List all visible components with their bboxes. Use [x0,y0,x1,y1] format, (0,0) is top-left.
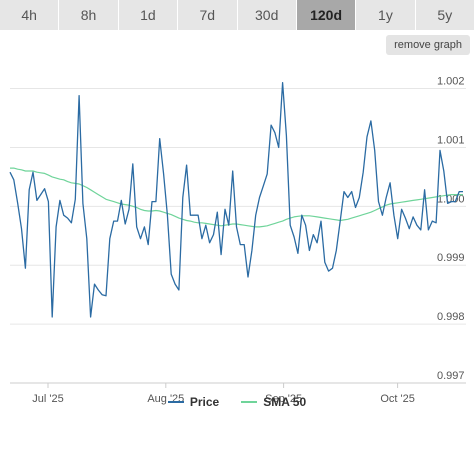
legend-label-sma: SMA 50 [263,395,307,409]
tab-1d[interactable]: 1d [118,0,178,30]
tab-4h[interactable]: 4h [0,0,59,30]
y-tick-label: 0.997 [437,370,465,382]
tab-5y[interactable]: 5y [415,0,474,30]
legend-item-price[interactable]: Price [167,395,220,409]
remove-graph-button[interactable]: remove graph [386,35,470,55]
x-tick-label: Oct '25 [380,393,415,405]
legend-label-price: Price [189,395,220,409]
y-tick-label: 1.002 [437,76,465,88]
legend-swatch-price [167,401,184,403]
tab-120d[interactable]: 120d [296,0,356,30]
tab-30d[interactable]: 30d [237,0,296,30]
x-tick-label: Jul '25 [32,393,63,405]
series-line-price [9,82,463,318]
tab-1y[interactable]: 1y [356,0,415,30]
legend-swatch-sma [241,401,258,403]
legend-item-sma[interactable]: SMA 50 [241,395,306,409]
y-tick-label: 0.999 [437,252,465,264]
chart-legend: Price SMA 50 [0,392,474,412]
x-tick-label: Sep '25 [265,393,302,405]
y-tick-label: 0.998 [437,311,465,323]
tab-7d[interactable]: 7d [178,0,237,30]
y-tick-label: 1.001 [437,134,465,146]
timeframe-tabs: 4h 8h 1d 7d 30d 120d 1y 5y [0,0,474,30]
tab-8h[interactable]: 8h [59,0,118,30]
